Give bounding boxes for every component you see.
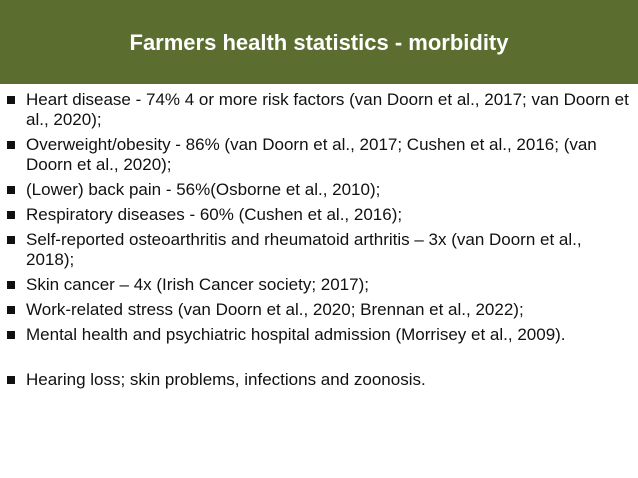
bullet-item-mental-health: Mental health and psychiatric hospital a… bbox=[6, 325, 632, 345]
bullet-item-hearing-loss: Hearing loss; skin problems, infections … bbox=[6, 370, 632, 390]
square-bullet-icon bbox=[7, 306, 15, 314]
bullet-text: Self-reported osteoarthritis and rheumat… bbox=[26, 230, 582, 269]
slide-title: Farmers health statistics - morbidity bbox=[129, 30, 509, 55]
square-bullet-icon bbox=[7, 186, 15, 194]
bullet-item-skin-cancer: Skin cancer – 4x (Irish Cancer society; … bbox=[6, 275, 632, 295]
bullet-text: Overweight/obesity - 86% (van Doorn et a… bbox=[26, 135, 597, 174]
bullet-item-respiratory-diseases: Respiratory diseases - 60% (Cushen et al… bbox=[6, 205, 632, 225]
bullet-text: Respiratory diseases - 60% (Cushen et al… bbox=[26, 205, 403, 224]
square-bullet-icon bbox=[7, 236, 15, 244]
bullet-item-overweight-obesity: Overweight/obesity - 86% (van Doorn et a… bbox=[6, 135, 632, 175]
title-bar: Farmers health statistics - morbidity bbox=[0, 0, 638, 84]
square-bullet-icon bbox=[7, 331, 15, 339]
bullet-item-heart-disease: Heart disease - 74% 4 or more risk facto… bbox=[6, 90, 632, 130]
square-bullet-icon bbox=[7, 281, 15, 289]
square-bullet-icon bbox=[7, 376, 15, 384]
bullet-text: Heart disease - 74% 4 or more risk facto… bbox=[26, 90, 629, 129]
bullet-item-arthritis: Self-reported osteoarthritis and rheumat… bbox=[6, 230, 632, 270]
bullet-text: Hearing loss; skin problems, infections … bbox=[26, 370, 426, 389]
bullet-text: Work-related stress (van Doorn et al., 2… bbox=[26, 300, 524, 319]
square-bullet-icon bbox=[7, 211, 15, 219]
square-bullet-icon bbox=[7, 141, 15, 149]
bullet-list: Heart disease - 74% 4 or more risk facto… bbox=[6, 90, 632, 395]
bullet-text: Mental health and psychiatric hospital a… bbox=[26, 325, 566, 344]
bullet-item-back-pain: (Lower) back pain - 56%(Osborne et al., … bbox=[6, 180, 632, 200]
square-bullet-icon bbox=[7, 96, 15, 104]
bullet-text: Skin cancer – 4x (Irish Cancer society; … bbox=[26, 275, 369, 294]
bullet-text: (Lower) back pain - 56%(Osborne et al., … bbox=[26, 180, 381, 199]
bullet-item-work-stress: Work-related stress (van Doorn et al., 2… bbox=[6, 300, 632, 320]
